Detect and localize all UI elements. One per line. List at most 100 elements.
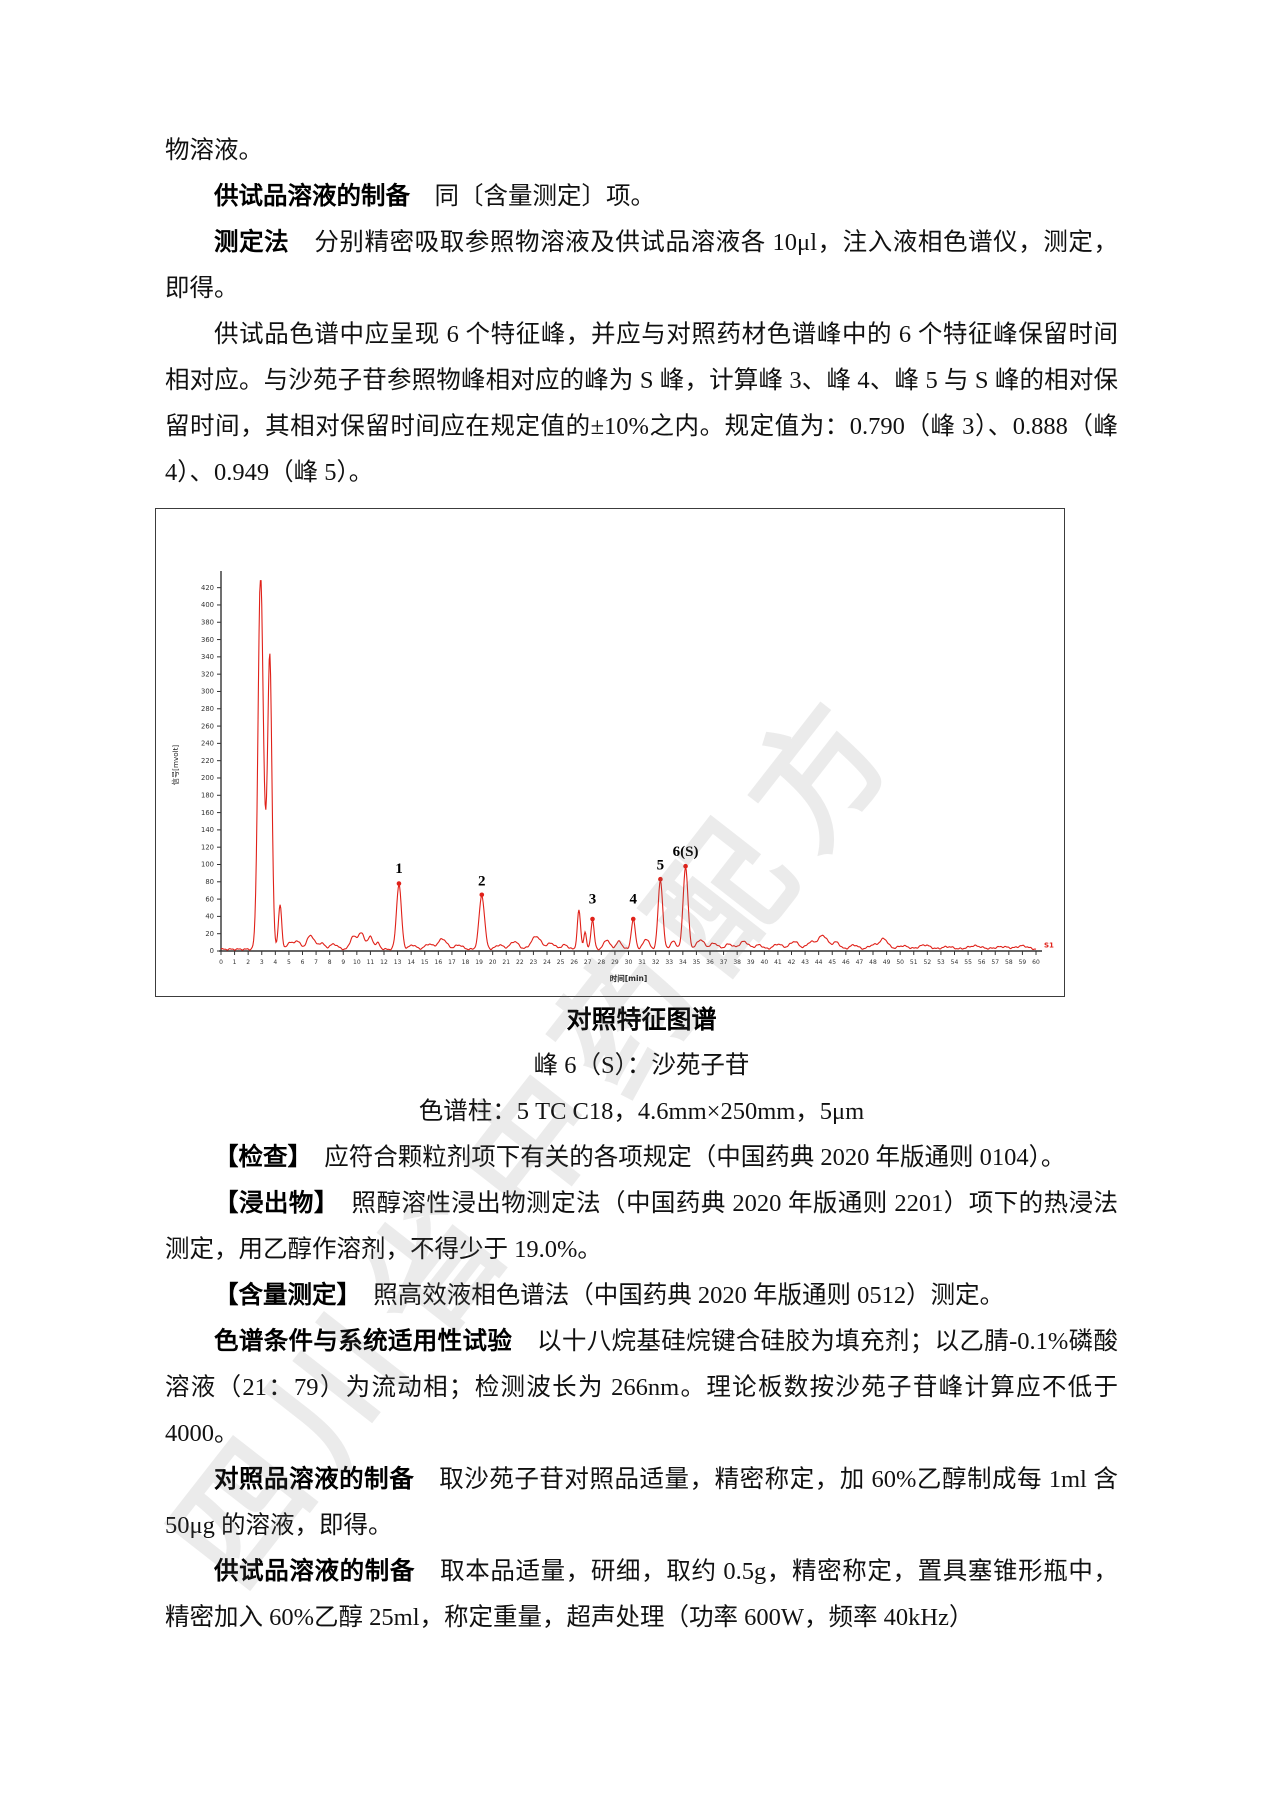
- x-tick-label: 11: [367, 959, 375, 966]
- paragraph-text: 以十八烷基硅烷键合硅胶为填充剂；以乙腈-0.1%磷酸溶液（21：79）为流动相；…: [165, 1328, 1118, 1447]
- y-tick-label: 40: [205, 913, 214, 921]
- y-tick-label: 320: [201, 670, 214, 678]
- peak-marker: [479, 892, 485, 898]
- x-tick-label: 33: [665, 959, 673, 966]
- x-tick-label: 6: [301, 959, 305, 966]
- y-tick-label: 160: [201, 809, 214, 817]
- y-tick-label: 20: [205, 930, 214, 938]
- peak-label: 5: [657, 858, 665, 874]
- x-tick-label: 47: [856, 959, 864, 966]
- paragraphs-top: 物溶液。 供试品溶液的制备 同〔含量测定〕项。 测定法 分别精密吸取参照物溶液及供试…: [165, 128, 1118, 496]
- paragraph: 测定法 分别精密吸取参照物溶液及供试品溶液各 10μl，注入液相色谱仪，测定，即…: [165, 220, 1118, 312]
- x-tick-label: 54: [951, 959, 959, 966]
- x-tick-label: 38: [733, 959, 741, 966]
- paragraph: 【含量测定】 照高效液相色谱法（中国药典 2020 年版通则 0512）测定。: [165, 1273, 1118, 1319]
- paragraph-heading: 色谱条件与系统适用性试验: [214, 1328, 513, 1355]
- x-tick-label: 0: [219, 959, 223, 966]
- peak-label: 6(S): [673, 844, 699, 860]
- chromatogram-svg: 0204060801001201401601802002202402602803…: [171, 571, 1054, 983]
- x-tick-label: 31: [638, 959, 646, 966]
- x-tick-label: 44: [815, 959, 823, 966]
- paragraph-text: 供试品色谱中应呈现 6 个特征峰，并应与对照药材色谱峰中的 6 个特征峰保留时间…: [165, 321, 1118, 486]
- x-tick-label: 18: [462, 959, 470, 966]
- x-tick-label: 8: [328, 959, 332, 966]
- paragraph: 供试品溶液的制备 同〔含量测定〕项。: [165, 174, 1118, 220]
- paragraph: 供试品溶液的制备 取本品适量，研细，取约 0.5g，精密称定，置具塞锥形瓶中，精…: [165, 1549, 1118, 1641]
- peak-marker: [683, 863, 688, 869]
- x-axis-label: 时间[min]: [610, 973, 648, 983]
- peak-marker: [630, 916, 636, 922]
- x-tick-label: 41: [774, 959, 782, 966]
- x-tick-label: 59: [1019, 959, 1027, 966]
- x-tick-label: 52: [924, 959, 932, 966]
- x-tick-label: 36: [706, 959, 714, 966]
- x-tick-label: 60: [1032, 959, 1040, 966]
- paragraph: 对照品溶液的制备 取沙苑子苷对照品适量，精密称定，加 60%乙醇制成每 1ml …: [165, 1457, 1118, 1549]
- x-tick-label: 53: [937, 959, 945, 966]
- x-tick-label: 49: [883, 959, 891, 966]
- x-tick-label: 46: [842, 959, 850, 966]
- x-tick-label: 15: [421, 959, 429, 966]
- paragraph-text: 同〔含量测定〕项。: [410, 183, 655, 210]
- x-tick-label: 23: [530, 959, 538, 966]
- y-tick-label: 60: [205, 895, 214, 903]
- figure-chromatogram: 0 20 40 60 80 100 120 140 160 180 200 220 240 260 280 3…: [155, 508, 1065, 997]
- paragraphs-bottom: 【检查】 应符合颗粒剂项下有关的各项规定（中国药典 2020 年版通则 0104…: [165, 1135, 1118, 1641]
- y-tick-label: 300: [201, 688, 214, 696]
- peak-label: 2: [478, 873, 486, 889]
- x-tick-label: 27: [584, 959, 592, 966]
- paragraph: 【浸出物】 照醇溶性浸出物测定法（中国药典 2020 年版通则 2201）项下的…: [165, 1181, 1118, 1273]
- y-tick-label: 120: [201, 843, 214, 851]
- y-tick-label: 80: [205, 878, 214, 886]
- paragraph-heading: 供试品溶液的制备: [214, 1558, 416, 1585]
- x-tick-label: 2: [246, 959, 250, 966]
- x-tick-label: 30: [625, 959, 633, 966]
- y-tick-label: 220: [201, 757, 214, 765]
- paragraph-heading: 测定法: [214, 229, 290, 256]
- paragraph-text: 照高效液相色谱法（中国药典 2020 年版通则 0512）测定。: [348, 1282, 1005, 1309]
- peak-marker: [590, 916, 595, 922]
- x-tick-label: 35: [693, 959, 701, 966]
- y-tick-label: 100: [201, 861, 214, 869]
- x-tick-label: 56: [978, 959, 986, 966]
- peak-label: 3: [589, 891, 597, 907]
- peak-label: 1: [395, 861, 403, 877]
- x-tick-label: 58: [1005, 959, 1013, 966]
- paragraph-heading: 对照品溶液的制备: [214, 1466, 415, 1493]
- y-tick-label: 340: [201, 653, 214, 661]
- x-tick-label: 25: [557, 959, 565, 966]
- x-tick-label: 29: [611, 959, 619, 966]
- x-tick-label: 1: [233, 959, 237, 966]
- x-tick-label: 24: [543, 959, 551, 966]
- y-tick-label: 0: [210, 947, 214, 955]
- peak-label: 4: [630, 891, 638, 907]
- x-tick-label: 40: [761, 959, 769, 966]
- x-tick-label: 57: [991, 959, 999, 966]
- x-tick-label: 20: [489, 959, 497, 966]
- paragraph: 【检查】 应符合颗粒剂项下有关的各项规定（中国药典 2020 年版通则 0104…: [165, 1135, 1118, 1181]
- x-tick-label: 4: [273, 959, 277, 966]
- x-tick-label: 5: [287, 959, 291, 966]
- x-tick-label: 21: [502, 959, 510, 966]
- x-tick-label: 43: [801, 959, 809, 966]
- y-tick-label: 140: [201, 826, 214, 834]
- x-tick-label: 28: [598, 959, 606, 966]
- paragraph: 物溶液。: [165, 128, 1118, 174]
- y-axis-label: 信号[mvolt]: [171, 745, 180, 786]
- x-tick-label: 9: [341, 959, 345, 966]
- paragraph: 色谱条件与系统适用性试验 以十八烷基硅烷键合硅胶为填充剂；以乙腈-0.1%磷酸溶…: [165, 1319, 1118, 1457]
- y-tick-label: 240: [201, 740, 214, 748]
- paragraph: 供试品色谱中应呈现 6 个特征峰，并应与对照药材色谱峰中的 6 个特征峰保留时间…: [165, 312, 1118, 496]
- peak-marker: [396, 881, 402, 886]
- y-tick-label: 180: [201, 791, 214, 799]
- peak-marker: [658, 876, 663, 882]
- paragraph-text: 应符合颗粒剂项下有关的各项规定（中国药典 2020 年版通则 0104）。: [299, 1144, 1066, 1171]
- x-tick-label: 32: [652, 959, 660, 966]
- x-tick-label: 45: [828, 959, 836, 966]
- paragraph-heading: 【检查】: [214, 1144, 300, 1171]
- x-tick-label: 7: [314, 959, 318, 966]
- y-tick-label: 280: [201, 705, 214, 713]
- figure-caption-column: 色谱柱：5 TC C18，4.6mm×250mm，5μm: [418, 1098, 865, 1125]
- paragraph-text: 取沙苑子苷对照品适量，精密称定，加 60%乙醇制成每 1ml 含 50μg 的溶…: [165, 1466, 1118, 1539]
